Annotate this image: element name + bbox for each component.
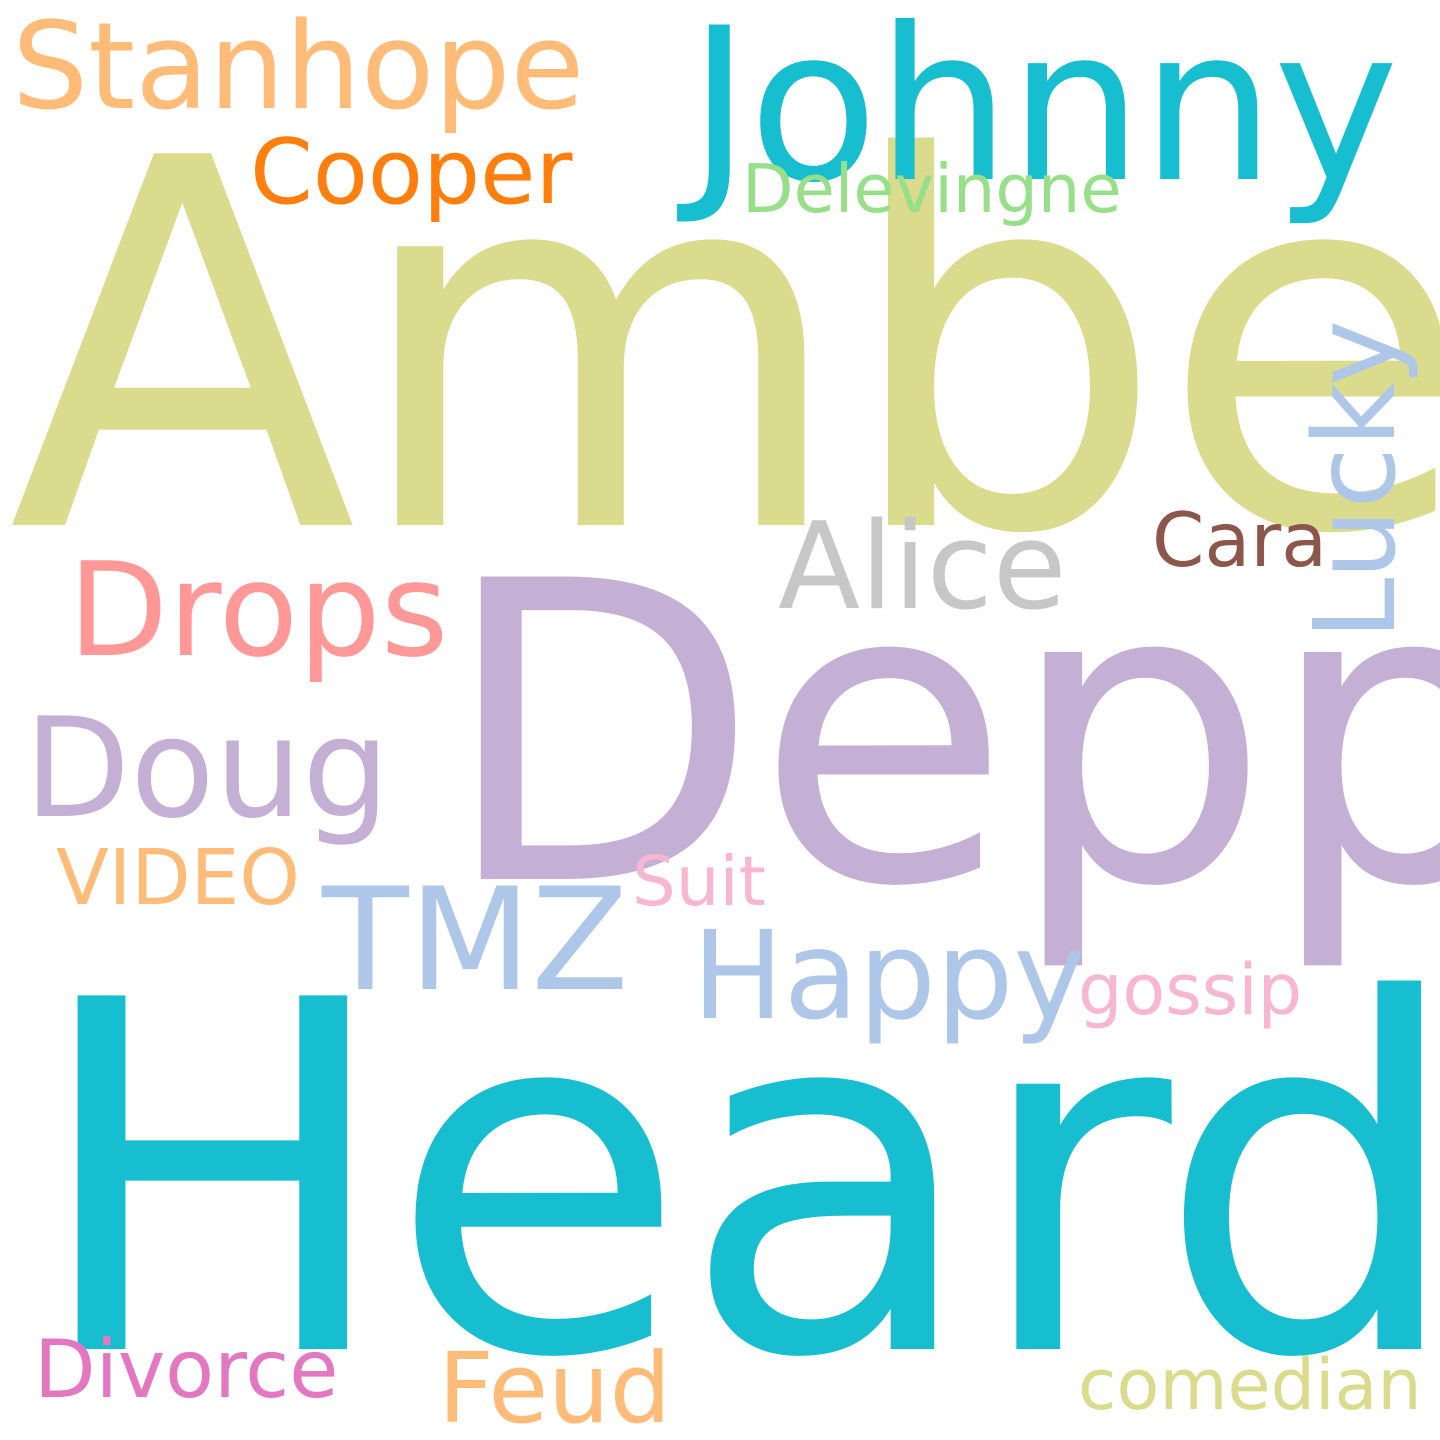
word-cara: Cara xyxy=(1152,496,1328,584)
word-stanhope: Stanhope xyxy=(12,0,585,137)
word-amber: Amber xyxy=(8,53,1440,646)
word-drops: Drops xyxy=(68,534,449,686)
word-suit: Suit xyxy=(632,842,766,922)
word-video: VIDEO xyxy=(56,834,300,923)
word-feud: Feud xyxy=(438,1332,672,1440)
word-cooper: Cooper xyxy=(250,120,573,225)
word-alice: Alice xyxy=(778,498,1067,637)
word-gossip: gossip xyxy=(1078,949,1303,1031)
word-comedian: comedian xyxy=(1078,1344,1422,1426)
word-tmz: TMZ xyxy=(322,858,629,1023)
word-heard: Heard xyxy=(30,900,1440,1440)
word-johnny: Johnny xyxy=(688,0,1399,229)
word-divorce: Divorce xyxy=(34,1323,339,1416)
word-doug: Doug xyxy=(24,688,390,849)
word-delevingne: Delevingne xyxy=(742,150,1122,228)
word-happy: Happy xyxy=(692,905,1086,1047)
word-lucky: Lucky xyxy=(1291,319,1421,640)
word-depp: Depp xyxy=(440,494,1440,977)
